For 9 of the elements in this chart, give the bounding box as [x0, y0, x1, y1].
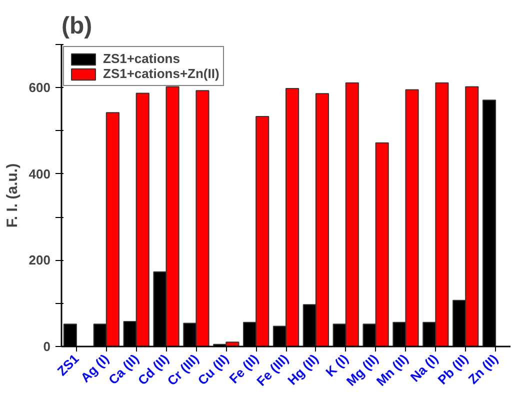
y-tick-label: 200 — [28, 252, 51, 268]
y-axis-title: F. I. (a.u.) — [4, 163, 21, 228]
legend-label: ZS1+cations — [103, 51, 180, 66]
x-tick-label: ZS1 — [54, 351, 82, 379]
y-tick-label: 0 — [43, 339, 51, 354]
legend-label: ZS1+cations+Zn(II) — [103, 66, 220, 81]
y-tick-label: 400 — [28, 166, 51, 182]
y-tick-label: 600 — [28, 80, 51, 96]
chart-title: (b) — [62, 12, 92, 40]
